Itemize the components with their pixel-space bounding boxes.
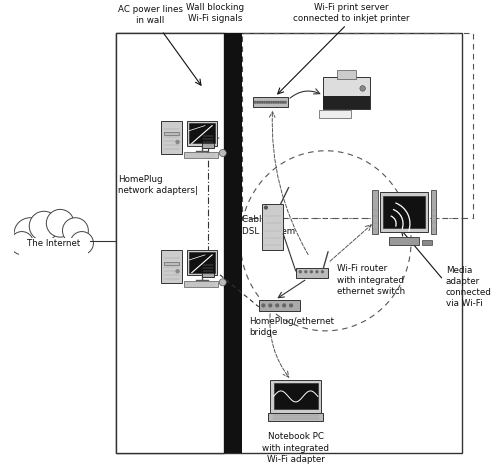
- Text: Wi-Fi print server
connected to inkjet printer: Wi-Fi print server connected to inkjet p…: [293, 3, 410, 23]
- Circle shape: [290, 304, 292, 307]
- FancyBboxPatch shape: [380, 192, 428, 232]
- Text: HomePlug
network adapters|: HomePlug network adapters|: [118, 175, 198, 195]
- Circle shape: [70, 232, 94, 255]
- FancyBboxPatch shape: [389, 237, 419, 245]
- Circle shape: [219, 150, 226, 157]
- Text: HomePlug/ethernet
bridge: HomePlug/ethernet bridge: [250, 317, 334, 337]
- Circle shape: [259, 101, 260, 103]
- Circle shape: [276, 304, 278, 307]
- Circle shape: [262, 101, 263, 103]
- FancyBboxPatch shape: [18, 234, 88, 259]
- Circle shape: [282, 101, 284, 103]
- Circle shape: [280, 101, 281, 103]
- Circle shape: [264, 206, 268, 209]
- FancyBboxPatch shape: [422, 240, 432, 245]
- Circle shape: [219, 279, 226, 286]
- Circle shape: [284, 101, 286, 103]
- Text: Wi-Fi router
with integrated
ethernet switch: Wi-Fi router with integrated ethernet sw…: [337, 264, 406, 295]
- Circle shape: [10, 232, 34, 255]
- Circle shape: [300, 271, 301, 273]
- Circle shape: [62, 218, 88, 244]
- Circle shape: [176, 141, 179, 143]
- FancyBboxPatch shape: [164, 261, 178, 265]
- Text: AC power lines
in wall: AC power lines in wall: [118, 5, 182, 25]
- FancyBboxPatch shape: [262, 204, 283, 250]
- FancyBboxPatch shape: [164, 132, 178, 135]
- FancyBboxPatch shape: [189, 123, 214, 143]
- FancyBboxPatch shape: [116, 33, 462, 453]
- Circle shape: [283, 304, 286, 307]
- FancyBboxPatch shape: [270, 380, 321, 413]
- Circle shape: [14, 218, 46, 250]
- Circle shape: [310, 271, 312, 273]
- FancyBboxPatch shape: [162, 120, 182, 153]
- Circle shape: [275, 101, 277, 103]
- FancyBboxPatch shape: [116, 33, 224, 453]
- FancyBboxPatch shape: [431, 190, 436, 234]
- FancyBboxPatch shape: [202, 130, 214, 148]
- FancyBboxPatch shape: [258, 300, 300, 311]
- FancyBboxPatch shape: [189, 253, 214, 273]
- Text: Wall blocking
Wi-Fi signals: Wall blocking Wi-Fi signals: [186, 3, 244, 23]
- Text: Media
adapter
connected
via Wi-Fi: Media adapter connected via Wi-Fi: [446, 266, 492, 308]
- FancyBboxPatch shape: [186, 120, 217, 146]
- Circle shape: [176, 270, 179, 273]
- Circle shape: [266, 101, 268, 103]
- FancyBboxPatch shape: [202, 260, 214, 278]
- Circle shape: [254, 101, 256, 103]
- FancyBboxPatch shape: [224, 33, 242, 453]
- FancyBboxPatch shape: [337, 70, 355, 79]
- Circle shape: [278, 101, 279, 103]
- FancyBboxPatch shape: [18, 238, 88, 257]
- FancyBboxPatch shape: [184, 281, 218, 287]
- Text: Notebook PC
with integrated
Wi-Fi adapter: Notebook PC with integrated Wi-Fi adapte…: [262, 432, 329, 464]
- FancyBboxPatch shape: [274, 383, 318, 409]
- FancyBboxPatch shape: [268, 413, 324, 421]
- Text: The Internet: The Internet: [26, 239, 80, 248]
- FancyBboxPatch shape: [184, 152, 218, 158]
- FancyBboxPatch shape: [186, 250, 217, 275]
- FancyBboxPatch shape: [324, 77, 370, 109]
- FancyBboxPatch shape: [383, 195, 425, 228]
- FancyBboxPatch shape: [319, 110, 351, 118]
- Circle shape: [273, 101, 274, 103]
- Circle shape: [46, 210, 74, 237]
- FancyBboxPatch shape: [253, 97, 288, 107]
- Circle shape: [29, 211, 59, 241]
- Circle shape: [305, 271, 307, 273]
- FancyBboxPatch shape: [324, 96, 370, 109]
- Circle shape: [262, 304, 264, 307]
- FancyBboxPatch shape: [372, 190, 378, 234]
- Circle shape: [257, 101, 258, 103]
- Circle shape: [269, 304, 272, 307]
- Circle shape: [270, 101, 272, 103]
- FancyBboxPatch shape: [162, 250, 182, 283]
- Circle shape: [322, 271, 324, 273]
- Circle shape: [268, 101, 270, 103]
- Text: Cable or
DSL modem: Cable or DSL modem: [242, 215, 295, 236]
- Circle shape: [316, 271, 318, 273]
- Circle shape: [360, 85, 366, 91]
- FancyBboxPatch shape: [296, 268, 328, 278]
- Circle shape: [264, 101, 266, 103]
